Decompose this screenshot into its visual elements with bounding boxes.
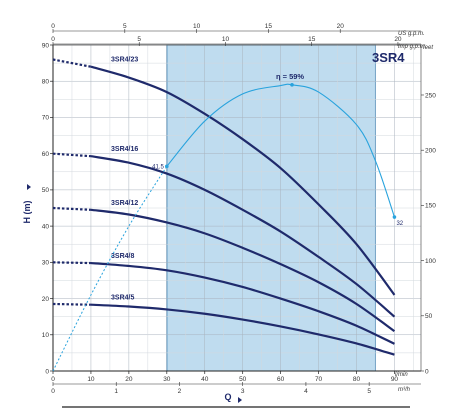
- feet-tick-label: 50: [425, 313, 433, 320]
- us-gpm-tick-label: 5: [123, 23, 127, 30]
- x-tick-label: 90: [391, 376, 399, 383]
- feet-tick-label: 100: [425, 258, 436, 265]
- efficiency-label: η = 59%: [276, 72, 304, 81]
- feet-tick-label: 200: [425, 147, 436, 154]
- imp-gpm-tick-label: 0: [51, 36, 55, 43]
- y-tick-label: 10: [42, 332, 50, 339]
- y-axis-title: H (m): [22, 201, 32, 224]
- y-tick-label: 80: [42, 79, 50, 86]
- y-tick-label: 50: [42, 187, 50, 194]
- efficiency-point-left: [165, 164, 169, 169]
- x-tick-label: 20: [125, 376, 133, 383]
- feet-tick-label: 250: [425, 92, 436, 99]
- curve-3SR4-23: [90, 65, 396, 296]
- x-tick-label: 30: [163, 376, 171, 383]
- unit-m3h: m³/h: [398, 387, 411, 393]
- curve-3SR4-8: [90, 261, 395, 345]
- x-tick-label: 0: [51, 376, 55, 383]
- y-axis-arrow-icon: [27, 184, 31, 190]
- tick-labels: 0 5 10 15 200 5 10 15 20010203040506070809005010…: [42, 23, 436, 395]
- efficiency-curve-dashed: [52, 166, 168, 372]
- curve-3SR4-12: [90, 208, 396, 333]
- feet-tick-label: 150: [425, 203, 436, 210]
- curve-3SR4-23-dashed: [52, 58, 92, 68]
- y-tick-label: 60: [42, 151, 50, 158]
- imp-gpm-tick-label: 20: [394, 36, 402, 43]
- m3h-tick-label: 3: [241, 388, 245, 395]
- y-tick-label: 20: [42, 296, 50, 303]
- feet-tick-label: 0: [425, 368, 429, 375]
- us-gpm-tick-label: 20: [337, 23, 345, 30]
- us-gpm-tick-label: 0: [51, 23, 55, 30]
- m3h-tick-label: 4: [304, 388, 308, 395]
- x-tick-label: 70: [315, 376, 323, 383]
- y-tick-label: 40: [42, 223, 50, 230]
- efficiency-point-left-label: 41.5: [152, 164, 164, 170]
- m3h-tick-label: 5: [367, 388, 371, 395]
- efficiency-point-peak: [290, 83, 294, 87]
- efficiency-point-right-label: 32: [396, 221, 403, 227]
- curve-3SR4-12-dashed: [52, 206, 91, 211]
- x-tick-label: 60: [277, 376, 285, 383]
- unit-feet: feet: [423, 45, 433, 51]
- x-tick-label: 50: [239, 376, 247, 383]
- efficiency-point-right: [392, 215, 397, 219]
- curve-3SR4-16: [90, 155, 396, 318]
- unit-imp-gpm: Imp g.p.m.: [398, 44, 426, 50]
- y-tick-label: 70: [42, 115, 50, 122]
- curve-label-3SR4-5: 3SR4/5: [111, 295, 134, 302]
- x-tick-label: 80: [353, 376, 361, 383]
- unit-us-gpm: US g.p.m.: [398, 31, 425, 37]
- curve-label-3SR4-23: 3SR4/23: [111, 57, 138, 64]
- curve-3SR4-5: [90, 303, 395, 356]
- m3h-tick-label: 2: [178, 388, 182, 395]
- curve-label-3SR4-8: 3SR4/8: [111, 253, 134, 260]
- curve-label-3SR4-16: 3SR4/16: [111, 146, 138, 153]
- efficiency-curve: 41.5 32 η = 59%: [52, 72, 404, 372]
- imp-gpm-tick-label: 5: [137, 36, 141, 43]
- m3h-tick-label: 1: [114, 388, 118, 395]
- curve-3SR4-8-dashed: [52, 261, 91, 265]
- head-curves: 3SR4/23 3SR4/16 3SR4/12 3SR4/8 3SR4/5: [52, 57, 396, 356]
- x-axis-arrow-icon: [238, 397, 242, 403]
- imp-gpm-tick-label: 10: [222, 36, 230, 43]
- y-tick-label: 0: [45, 368, 49, 375]
- us-gpm-tick-label: 10: [193, 23, 201, 30]
- imp-gpm-tick-label: 15: [308, 36, 316, 43]
- curve-3SR4-5-dashed: [52, 302, 91, 306]
- unit-lmin: l/min: [395, 372, 408, 378]
- x-tick-label: 40: [201, 376, 209, 383]
- us-gpm-tick-label: 15: [265, 23, 273, 30]
- x-tick-label: 10: [87, 376, 95, 383]
- model-label: 3SR4: [372, 50, 405, 65]
- m3h-tick-label: 0: [51, 388, 55, 395]
- y-tick-label: 30: [42, 260, 50, 267]
- curve-label-3SR4-12: 3SR4/12: [111, 200, 138, 207]
- y-tick-label: 90: [42, 42, 50, 49]
- x-axis-title: Q: [224, 392, 231, 402]
- curve-3SR4-16-dashed: [52, 152, 92, 158]
